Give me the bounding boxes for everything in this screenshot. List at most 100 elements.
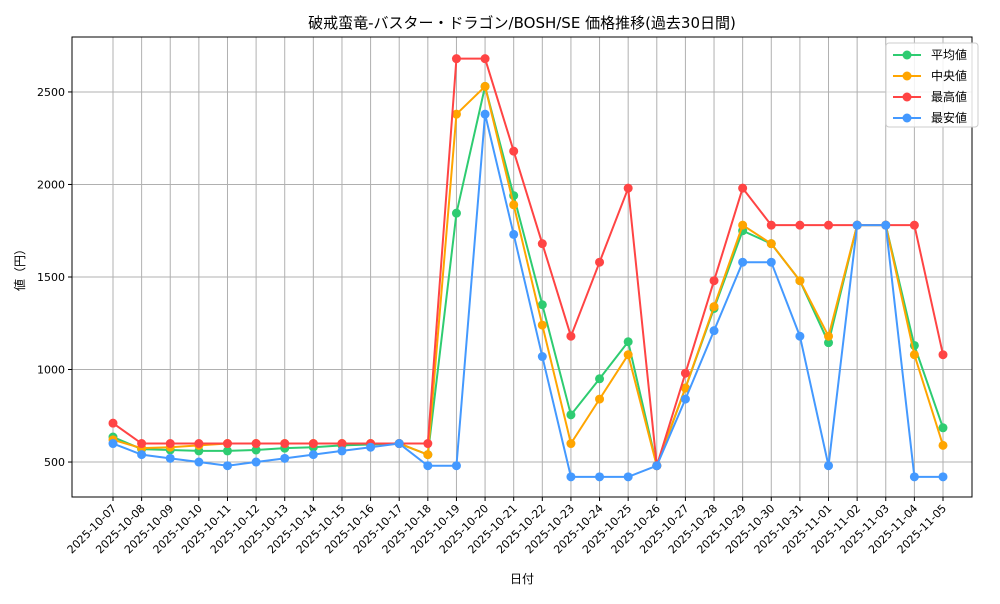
data-point <box>938 440 948 450</box>
data-point <box>595 374 605 384</box>
data-point <box>766 239 776 249</box>
data-point <box>566 472 576 482</box>
data-point <box>308 439 318 449</box>
data-point <box>509 146 519 156</box>
data-point <box>280 439 290 449</box>
data-point <box>251 457 261 467</box>
data-point <box>537 352 547 362</box>
data-point <box>680 394 690 404</box>
data-point <box>766 257 776 267</box>
data-point <box>451 208 461 218</box>
data-point <box>366 442 376 452</box>
data-point <box>766 220 776 230</box>
series-line <box>112 113 943 478</box>
data-point <box>480 81 490 91</box>
series-line <box>112 86 944 470</box>
data-point <box>909 220 919 230</box>
data-point <box>337 446 347 456</box>
data-point <box>537 320 547 330</box>
data-point <box>251 445 261 455</box>
data-point <box>623 472 633 482</box>
data-point <box>881 220 891 230</box>
data-point <box>909 350 919 360</box>
data-point <box>222 446 232 456</box>
data-point <box>194 439 204 449</box>
data-point <box>165 453 175 463</box>
data-point <box>938 472 948 482</box>
data-point <box>108 418 118 428</box>
data-point <box>595 257 605 267</box>
data-point <box>680 368 690 378</box>
y-tick-label: 2000 <box>37 178 65 191</box>
data-point <box>480 54 490 64</box>
series-3 <box>108 109 948 482</box>
data-point <box>480 109 490 119</box>
data-point <box>595 394 605 404</box>
legend-marker <box>902 71 912 81</box>
data-point <box>652 461 662 471</box>
y-tick-label: 500 <box>44 456 65 469</box>
data-point <box>824 338 834 348</box>
data-point <box>824 461 834 471</box>
series-line <box>112 84 944 470</box>
y-tick-label: 1000 <box>37 364 65 377</box>
series-1 <box>108 81 948 471</box>
data-point <box>709 302 719 312</box>
chart-title: 破戒蛮竜-バスター・ドラゴン/BOSH/SE 価格推移(過去30日間) <box>308 14 736 32</box>
y-tick-label: 2500 <box>37 86 65 99</box>
data-point <box>509 229 519 239</box>
data-point <box>337 439 347 449</box>
data-point <box>165 439 175 449</box>
legend-label: 中央値 <box>931 68 967 83</box>
data-point <box>566 439 576 449</box>
data-point <box>509 200 519 210</box>
data-point <box>451 109 461 119</box>
data-point <box>451 54 461 64</box>
data-point <box>251 439 261 449</box>
data-point <box>280 453 290 463</box>
x-axis-label: 日付 <box>510 572 534 586</box>
data-point <box>537 300 547 310</box>
plot-frame <box>71 36 973 498</box>
legend-marker <box>902 92 912 102</box>
data-point <box>795 276 805 286</box>
data-point <box>423 439 433 449</box>
data-point <box>566 410 576 420</box>
data-point <box>795 220 805 230</box>
y-axis-label: 値（円） <box>12 243 27 291</box>
data-point <box>852 220 862 230</box>
data-point <box>623 350 633 360</box>
data-point <box>137 439 147 449</box>
legend-label: 最安値 <box>931 110 967 125</box>
data-point <box>222 439 232 449</box>
legend-label: 平均値 <box>931 47 967 62</box>
legend-box <box>885 42 979 128</box>
data-point <box>222 461 232 471</box>
legend-marker <box>902 50 912 60</box>
data-point <box>394 439 404 449</box>
data-point <box>194 457 204 467</box>
data-point <box>680 383 690 393</box>
data-point <box>423 450 433 460</box>
series-line <box>112 57 944 467</box>
data-point <box>566 331 576 341</box>
data-point <box>909 472 919 482</box>
legend-marker <box>902 113 912 123</box>
data-point <box>308 450 318 460</box>
data-point <box>423 461 433 471</box>
data-point <box>938 423 948 433</box>
data-point <box>623 337 633 347</box>
data-point <box>595 472 605 482</box>
data-point <box>537 239 547 249</box>
data-point <box>824 220 834 230</box>
legend-label: 最高値 <box>931 89 967 104</box>
data-point <box>738 257 748 267</box>
data-point <box>824 331 834 341</box>
data-point <box>738 183 748 193</box>
y-tick-label: 1500 <box>37 271 65 284</box>
data-point <box>451 461 461 471</box>
data-point <box>738 220 748 230</box>
data-point <box>709 276 719 286</box>
